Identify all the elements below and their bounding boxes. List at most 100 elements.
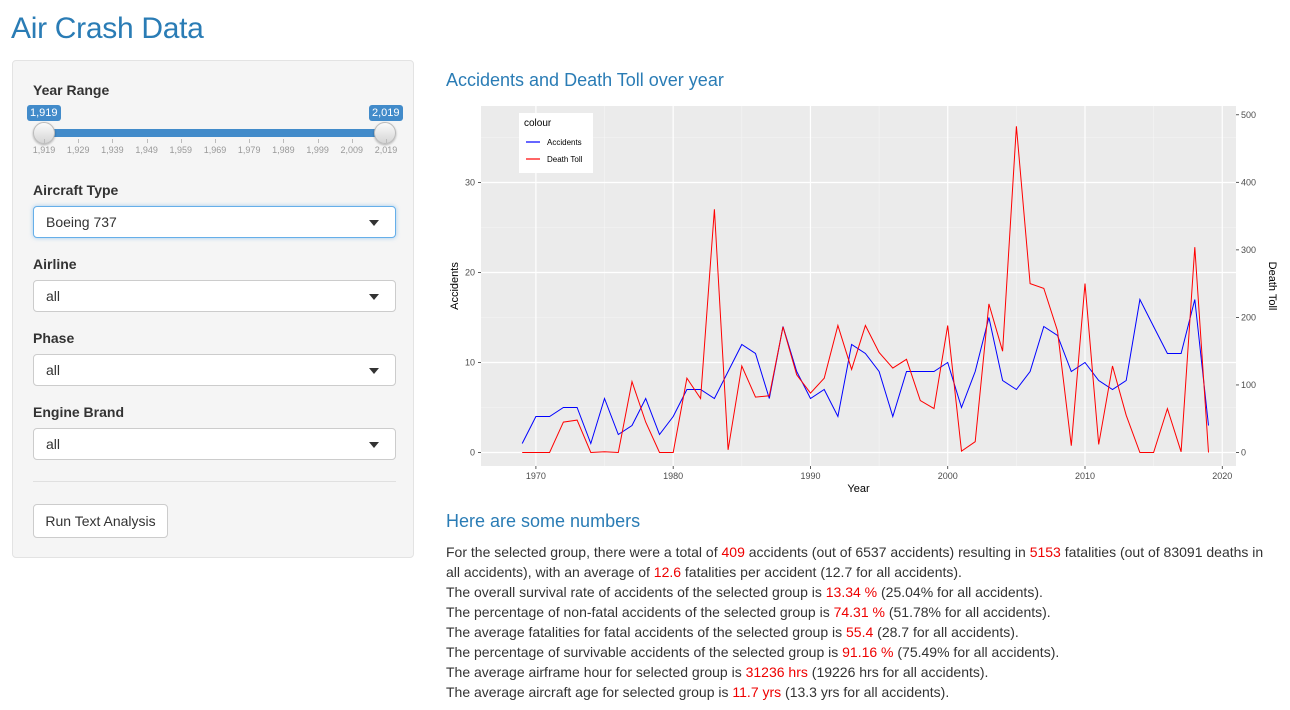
stat-value: 12.6 bbox=[653, 564, 682, 580]
year-range-min-badge: 1,919 bbox=[27, 105, 61, 121]
slider-tick-mark bbox=[215, 139, 216, 143]
slider-tick-label: 1,979 bbox=[237, 145, 261, 155]
run-text-analysis-button[interactable]: Run Text Analysis bbox=[33, 504, 168, 538]
y-tick-label: 0 bbox=[470, 448, 475, 458]
y2-tick-label: 500 bbox=[1241, 110, 1256, 120]
slider-tick-label: 1,929 bbox=[66, 145, 90, 155]
slider-tick-label: 1,919 bbox=[32, 145, 56, 155]
x-tick-label: 2000 bbox=[938, 471, 958, 481]
year-range-track[interactable] bbox=[44, 129, 386, 137]
divider bbox=[33, 481, 396, 482]
year-range-max-handle[interactable] bbox=[374, 122, 396, 144]
chart-heading: Accidents and Death Toll over year bbox=[446, 70, 724, 90]
stats-line: For the selected group, there were a tot… bbox=[446, 542, 1276, 582]
slider-tick-label: 1,949 bbox=[135, 145, 158, 155]
chevron-down-icon bbox=[369, 220, 379, 226]
year-range-max-badge: 2,019 bbox=[369, 105, 403, 121]
y-tick-label: 10 bbox=[465, 358, 475, 368]
chevron-down-icon bbox=[369, 294, 379, 300]
stats-line: The average fatalities for fatal acciden… bbox=[446, 622, 1276, 642]
stat-text: The average aircraft age for selected gr… bbox=[446, 684, 733, 700]
stat-text: (75.49% for all accidents). bbox=[893, 644, 1060, 660]
y2-tick-label: 100 bbox=[1241, 380, 1256, 390]
year-range-min-handle[interactable] bbox=[33, 122, 55, 144]
stat-text: fatalities per accident (12.7 for all ac… bbox=[681, 564, 962, 580]
slider-tick-label: 1,999 bbox=[306, 145, 329, 155]
plot-panel bbox=[481, 106, 1236, 466]
stats-text: For the selected group, there were a tot… bbox=[446, 542, 1276, 702]
stat-text: For the selected group, there were a tot… bbox=[446, 544, 722, 560]
x-tick-label: 2010 bbox=[1075, 471, 1095, 481]
y2-tick-label: 200 bbox=[1241, 312, 1256, 322]
accidents-deathtoll-chart: 1970 1980 1990 2000 2010 20200102030010020030… bbox=[449, 106, 1278, 495]
y-tick-label: 20 bbox=[465, 268, 475, 278]
stat-text: (13.3 yrs for all accidents). bbox=[781, 684, 950, 700]
stat-value: 11.7 yrs bbox=[732, 684, 782, 700]
stat-value: 91.16 % bbox=[842, 644, 894, 660]
slider-tick-label: 2,009 bbox=[340, 145, 364, 155]
x-tick-label: 2020 bbox=[1212, 471, 1232, 481]
y2-tick-label: 0 bbox=[1241, 447, 1246, 457]
x-tick-label: 1980 bbox=[663, 471, 683, 481]
chevron-down-icon bbox=[369, 368, 379, 374]
phase-select[interactable]: all bbox=[33, 354, 396, 386]
stat-text: The percentage of non-fatal accidents of… bbox=[446, 604, 834, 620]
slider-tick-label: 1,969 bbox=[203, 145, 227, 155]
legend-title: colour bbox=[524, 118, 552, 129]
slider-tick-mark bbox=[78, 139, 80, 143]
airline-label: Airline bbox=[33, 256, 77, 272]
slider-tick-mark bbox=[351, 139, 353, 143]
slider-tick-mark bbox=[283, 139, 285, 143]
stat-value: 13.34 % bbox=[825, 584, 878, 600]
stat-text: The average fatalities for fatal acciden… bbox=[446, 624, 847, 640]
stats-line: The percentage of non-fatal accidents of… bbox=[446, 602, 1276, 622]
slider-tick-mark bbox=[249, 139, 251, 143]
numbers-heading: Here are some numbers bbox=[446, 511, 641, 531]
stats-line: The percentage of survivable accidents o… bbox=[446, 642, 1276, 662]
stat-value: 31236 hrs bbox=[745, 664, 808, 680]
engine-brand-select[interactable]: all bbox=[33, 428, 396, 460]
legend-item: Death Toll bbox=[547, 155, 583, 164]
stats-line: The overall survival rate of accidents o… bbox=[446, 582, 1276, 602]
chevron-down-icon bbox=[369, 442, 379, 448]
x-tick-label: 1970 bbox=[526, 471, 546, 481]
airline-select[interactable]: all bbox=[33, 280, 396, 312]
slider-tick-mark bbox=[146, 139, 148, 143]
stat-text: fatalities (out of 83091 deaths in all a… bbox=[446, 544, 1264, 580]
stat-text: The average airframe hour for selected g… bbox=[446, 664, 746, 680]
y-tick-label: 30 bbox=[465, 178, 475, 188]
phase-value: all bbox=[46, 362, 61, 378]
stat-value: 409 bbox=[721, 544, 745, 560]
slider-tick-mark bbox=[44, 139, 45, 143]
engine-brand-value: all bbox=[46, 436, 61, 452]
stats-line: The average airframe hour for selected g… bbox=[446, 662, 1276, 682]
x-tick-label: 1990 bbox=[800, 471, 820, 481]
stat-value: 55.4 bbox=[846, 624, 874, 640]
stat-text: The percentage of survivable accidents o… bbox=[446, 644, 843, 660]
stats-line: The average aircraft age for selected gr… bbox=[446, 682, 1276, 702]
stat-text: (28.7 for all accidents). bbox=[873, 624, 1019, 640]
legend-item: Accidents bbox=[547, 138, 582, 147]
slider-tick-mark bbox=[386, 139, 387, 143]
app-title: Air Crash Data bbox=[11, 12, 204, 45]
slider-tick-mark bbox=[180, 139, 182, 143]
series-line-accidents bbox=[521, 297, 1209, 446]
slider-tick-mark bbox=[112, 139, 114, 143]
year-range-label: Year Range bbox=[33, 82, 110, 98]
aircraft-type-select[interactable]: Boeing 737 bbox=[33, 206, 396, 238]
stat-text: The overall survival rate of accidents o… bbox=[446, 584, 826, 600]
slider-tick-label: 1,939 bbox=[101, 145, 124, 155]
y2-axis-label: Death Toll bbox=[1266, 262, 1278, 311]
phase-label: Phase bbox=[33, 330, 75, 346]
stat-text: accidents (out of 6537 accidents) result… bbox=[744, 544, 1030, 560]
aircraft-type-label: Aircraft Type bbox=[33, 182, 119, 198]
legend-box bbox=[519, 113, 593, 173]
stat-value: 74.31 % bbox=[833, 604, 885, 620]
stat-text: (19226 hrs for all accidents). bbox=[807, 664, 989, 680]
aircraft-type-value: Boeing 737 bbox=[46, 214, 117, 230]
slider-tick-mark bbox=[317, 139, 319, 143]
stat-text: (51.78% for all accidents). bbox=[884, 604, 1051, 620]
stat-value: 5153 bbox=[1029, 544, 1061, 560]
y2-tick-label: 300 bbox=[1241, 245, 1256, 255]
slider-tick-label: 2,019 bbox=[374, 145, 398, 155]
